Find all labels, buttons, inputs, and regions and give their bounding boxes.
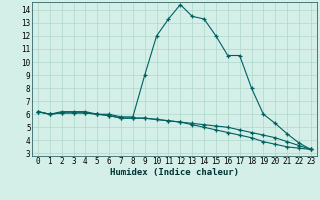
X-axis label: Humidex (Indice chaleur): Humidex (Indice chaleur) xyxy=(110,168,239,177)
